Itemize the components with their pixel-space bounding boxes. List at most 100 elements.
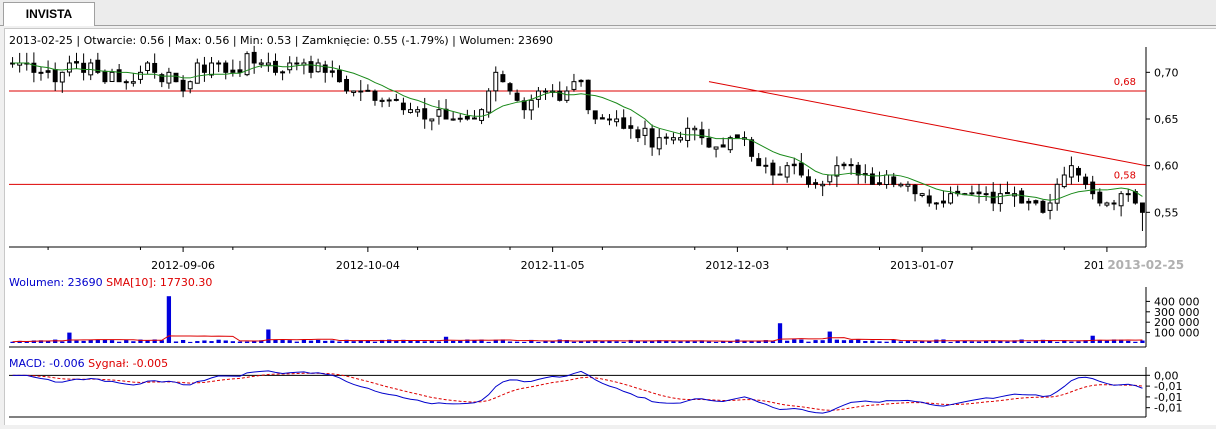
volume-bar [728,341,733,343]
info-open: Otwarcie: 0.56 [84,34,165,47]
price-x-tick-label: 2012-12-03 [705,259,769,272]
volume-bar [315,339,321,343]
candle-body [322,64,328,73]
volume-bar [294,341,299,343]
candle-body [521,100,527,111]
price-x-tick-label: 2012-09-06 [151,259,215,272]
candle-body [642,127,648,136]
candle-body [472,117,477,120]
price-y-tick-label: 0,65 [1154,113,1179,126]
candle-body [74,61,79,64]
volume-bar [607,340,612,343]
volume-bar [628,339,633,343]
price-info-line: 2013-02-25 | Otwarcie: 0.56 | Max: 0.56 … [9,34,553,47]
candle-body [59,71,65,83]
candle-body [436,109,442,117]
candle-body [912,184,918,195]
volume-bar [1055,341,1060,343]
volume-bar [799,339,804,343]
volume-bar [706,341,712,343]
candle-body [116,69,122,83]
volume-bar [671,341,676,343]
volume-bar [820,340,825,343]
volume-bar [1126,340,1131,343]
volume-bar [593,340,598,343]
volume-bar [266,329,271,343]
candle-body [344,78,350,92]
volume-bar [813,340,818,343]
volume-bar [657,340,662,343]
info-min: Min: 0.53 [240,34,291,47]
volume-bar [38,340,44,343]
volume-bar [522,341,527,343]
candle-body [1047,202,1053,211]
volume-bar [102,339,108,343]
volume-bar [571,341,577,343]
candle-body [52,69,58,83]
volume-bar [323,340,328,343]
volume-bar [138,339,143,343]
volume-label: Wolumen: 23690 [9,276,103,289]
tab-invista[interactable]: INVISTA [3,2,95,26]
volume-bar [1033,340,1038,343]
candle-body [187,81,193,90]
volume-bar [223,340,228,343]
candle-body [130,81,136,84]
cursor-date-label: 2013-02-25 [1107,258,1184,272]
candle-body [351,90,357,93]
candle-body [528,99,534,111]
candle-body [607,118,612,121]
volume-bar [17,340,22,343]
volume-bar [1104,340,1110,343]
trend-line [708,81,1147,167]
candle-body [194,62,200,84]
price-panel: 0,70 0,65 0,60 0,55 2012-09-06 2012-10-04 2012… [9,45,1184,272]
volume-info-line: Wolumen: 23690 SMA[10]: 17730.30 [9,276,212,289]
volume-bar [472,340,477,343]
candle-body [393,98,399,101]
candle-body [315,62,321,73]
volume-bar [792,339,797,343]
candle-body [543,90,548,93]
candle-body [237,69,243,73]
volume-bar [536,341,541,343]
volume-bar [1097,340,1102,343]
candle-body [109,71,115,83]
candle-body [66,62,72,73]
volume-bar [983,340,989,343]
candle-body [941,200,946,204]
volume-bar [962,340,967,343]
volume-bar [884,341,889,343]
candle-body [486,90,492,113]
candle-body [713,146,719,150]
volume-bar [351,341,356,343]
candle-body [329,70,335,73]
volume-bar [514,341,520,343]
macd-panel: 0,00-0,01-0,01-0,01 [9,367,1182,418]
candle-body [223,62,229,73]
candle-body [1125,193,1131,196]
volume-bar [159,340,164,343]
candle-body [173,72,179,83]
volume-bar [401,339,406,343]
chart-area[interactable]: 0,70 0,65 0,60 0,55 2012-09-06 2012-10-04 2012… [4,28,1216,425]
candle-body [1033,200,1039,204]
candle-body [635,129,641,139]
volume-sma-line [12,335,1143,343]
candle-body [95,59,101,73]
candle-body [692,127,698,131]
candle-body [969,192,975,195]
volume-bar [1118,339,1124,343]
candle-body [649,128,655,148]
volume-bar [756,340,761,343]
volume-bar [507,341,513,343]
candle-body [1090,181,1096,195]
candle-body [479,109,485,121]
volume-bar [969,341,975,343]
volume-bar [365,340,370,343]
volume-bar [891,339,896,343]
candle-body [166,71,172,84]
volume-bar [721,341,726,343]
volume-bar [1047,340,1053,343]
